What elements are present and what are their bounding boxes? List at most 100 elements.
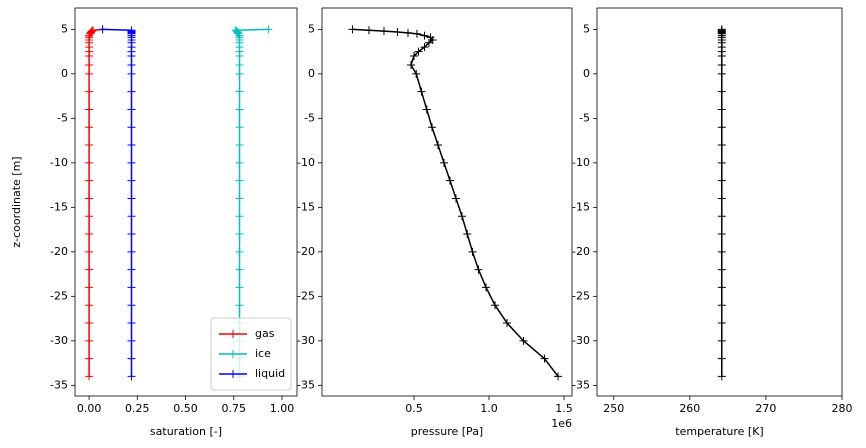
point-marker bbox=[127, 212, 136, 221]
x-tick-label: 1.00 bbox=[270, 402, 295, 415]
y-tick-label: -35 bbox=[297, 378, 315, 391]
point-marker bbox=[406, 60, 415, 69]
axes-frame bbox=[321, 7, 573, 397]
series-line bbox=[352, 28, 559, 377]
point-marker bbox=[503, 319, 512, 328]
y-tick-label: -10 bbox=[50, 156, 68, 169]
point-marker bbox=[127, 141, 136, 150]
point-marker bbox=[88, 26, 97, 35]
point-marker bbox=[427, 123, 436, 132]
axes-frame bbox=[596, 7, 843, 397]
point-marker bbox=[98, 25, 107, 34]
point-marker bbox=[85, 336, 94, 345]
point-marker bbox=[85, 230, 94, 239]
point-marker bbox=[85, 265, 94, 274]
y-tick-label: -15 bbox=[572, 200, 590, 213]
point-marker bbox=[127, 26, 136, 35]
y-tick-label: 5 bbox=[61, 22, 68, 35]
x-tick-label: 1.0 bbox=[480, 402, 498, 415]
point-marker bbox=[235, 247, 244, 256]
axes-frame bbox=[74, 7, 298, 397]
point-marker bbox=[85, 247, 94, 256]
point-marker bbox=[540, 354, 549, 363]
legend-label: liquid bbox=[255, 367, 285, 380]
x-tick-label: 270 bbox=[755, 402, 776, 415]
point-marker bbox=[235, 60, 244, 69]
y-tick-label: -30 bbox=[50, 334, 68, 347]
point-marker bbox=[127, 336, 136, 345]
point-marker bbox=[235, 87, 244, 96]
x-tick-label: 0.00 bbox=[77, 402, 102, 415]
point-marker bbox=[717, 69, 726, 78]
y-axis-label: z-coordinate [m] bbox=[10, 156, 23, 247]
point-marker bbox=[446, 176, 455, 185]
y-tick-label: -25 bbox=[50, 289, 68, 302]
point-marker bbox=[717, 283, 726, 292]
x-tick-label: 260 bbox=[679, 402, 700, 415]
point-marker bbox=[379, 27, 388, 36]
y-tick-label: -20 bbox=[297, 245, 315, 258]
point-marker bbox=[232, 27, 241, 36]
point-marker bbox=[717, 354, 726, 363]
point-marker bbox=[127, 123, 136, 132]
point-marker bbox=[127, 283, 136, 292]
y-tick-label: -35 bbox=[572, 378, 590, 391]
point-marker bbox=[393, 28, 402, 37]
x-tick-label: 0.75 bbox=[221, 402, 246, 415]
point-marker bbox=[717, 265, 726, 274]
point-marker bbox=[85, 212, 94, 221]
point-marker bbox=[439, 158, 448, 167]
offset-label: 1e6 bbox=[551, 417, 572, 430]
point-marker bbox=[233, 28, 242, 37]
point-marker bbox=[420, 31, 429, 40]
point-marker bbox=[85, 194, 94, 203]
point-marker bbox=[85, 123, 94, 132]
point-marker bbox=[364, 26, 373, 35]
point-marker bbox=[127, 176, 136, 185]
point-marker bbox=[433, 141, 442, 150]
x-tick-label: 250 bbox=[603, 402, 624, 415]
y-tick-label: -20 bbox=[572, 245, 590, 258]
legend-marker bbox=[229, 370, 237, 378]
point-marker bbox=[127, 87, 136, 96]
point-marker bbox=[235, 301, 244, 310]
y-tick-label: -5 bbox=[304, 111, 315, 124]
point-marker bbox=[264, 25, 273, 34]
point-marker bbox=[554, 372, 563, 381]
point-marker bbox=[717, 212, 726, 221]
series-line bbox=[102, 28, 133, 377]
point-marker bbox=[85, 354, 94, 363]
point-marker bbox=[426, 33, 435, 42]
point-marker bbox=[231, 26, 240, 35]
point-marker bbox=[717, 247, 726, 256]
point-marker bbox=[127, 60, 136, 69]
legend-box bbox=[210, 317, 292, 391]
point-marker bbox=[235, 194, 244, 203]
point-marker bbox=[717, 230, 726, 239]
legend-label: gas bbox=[255, 327, 275, 340]
point-marker bbox=[717, 194, 726, 203]
point-marker bbox=[417, 87, 426, 96]
point-marker bbox=[235, 105, 244, 114]
point-marker bbox=[235, 141, 244, 150]
point-marker bbox=[85, 372, 94, 381]
point-marker bbox=[127, 105, 136, 114]
point-marker bbox=[85, 176, 94, 185]
point-marker bbox=[458, 212, 467, 221]
point-marker bbox=[717, 372, 726, 381]
point-marker bbox=[717, 176, 726, 185]
point-marker bbox=[717, 141, 726, 150]
point-marker bbox=[717, 158, 726, 167]
point-marker bbox=[85, 319, 94, 328]
y-tick-label: 0 bbox=[583, 67, 590, 80]
point-marker bbox=[717, 123, 726, 132]
point-marker bbox=[127, 230, 136, 239]
point-marker bbox=[235, 176, 244, 185]
point-marker bbox=[235, 158, 244, 167]
point-marker bbox=[717, 301, 726, 310]
point-marker bbox=[414, 47, 423, 56]
y-tick-label: -20 bbox=[50, 245, 68, 258]
legend-marker bbox=[229, 330, 237, 338]
point-marker bbox=[474, 265, 483, 274]
y-tick-label: -15 bbox=[297, 200, 315, 213]
